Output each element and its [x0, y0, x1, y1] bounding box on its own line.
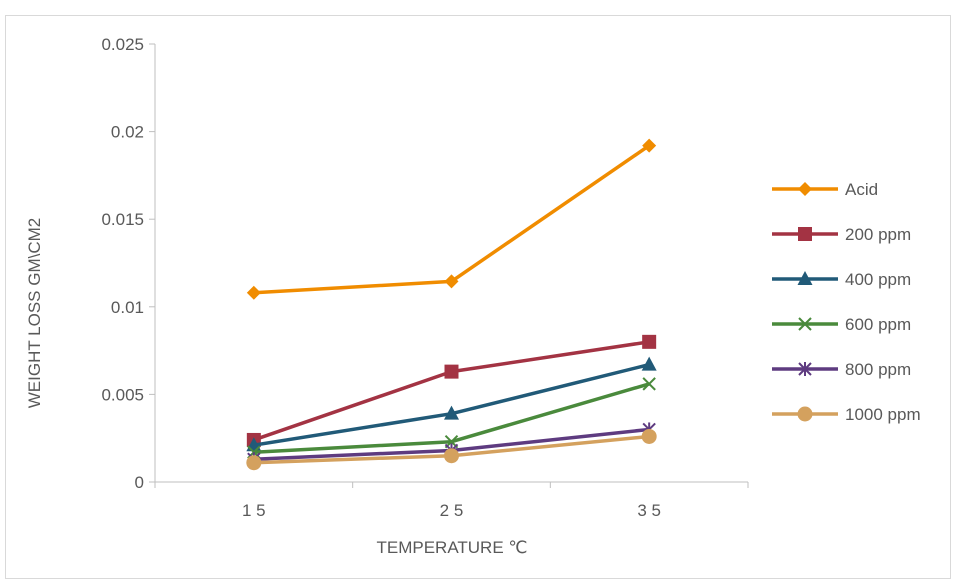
y-tick-label: 0.015 — [101, 210, 144, 229]
legend-label: Acid — [845, 180, 878, 199]
y-axis-title: WEIGHT LOSS GM\CM2 — [25, 218, 44, 409]
legend-marker — [798, 362, 812, 376]
legend-label: 600 ppm — [845, 315, 911, 334]
data-point — [246, 455, 262, 471]
legend-label: 800 ppm — [845, 360, 911, 379]
series-200-ppm — [246, 334, 657, 447]
legend-marker — [798, 227, 812, 241]
legend-item: 600 ppm — [772, 315, 911, 334]
data-point — [444, 448, 459, 464]
x-axis: 1 5 2 5 3 5 — [154, 481, 749, 520]
y-tick-label: 0.025 — [101, 35, 144, 54]
series-line — [253, 144, 651, 295]
data-point — [642, 377, 656, 391]
legend-label: 1000 ppm — [845, 405, 921, 424]
legend-item: 800 ppm — [772, 360, 911, 379]
data-point — [444, 274, 459, 289]
series-line — [253, 340, 650, 442]
data-point — [246, 285, 261, 300]
series-acid — [246, 138, 657, 300]
legend-marker — [797, 271, 813, 285]
series-1000-ppm — [246, 428, 657, 471]
legend-label: 400 ppm — [845, 270, 911, 289]
y-tick-label: 0.005 — [101, 385, 144, 404]
legend-item: Acid — [772, 180, 878, 199]
legend-item: 400 ppm — [772, 270, 911, 289]
legend-item: 200 ppm — [772, 225, 911, 244]
legend-label: 200 ppm — [845, 225, 911, 244]
data-point — [444, 364, 459, 379]
legend-marker — [798, 182, 812, 196]
x-tick-label: 3 5 — [637, 501, 661, 520]
x-axis-title: TEMPERATURE ℃ — [376, 538, 527, 557]
data-point — [642, 138, 657, 153]
legend-item: 1000 ppm — [772, 405, 921, 424]
data-point — [641, 356, 657, 371]
x-tick-label: 1 5 — [242, 501, 266, 520]
legend-marker — [798, 317, 812, 331]
y-axis: 0 0.005 0.01 0.015 0.02 0.025 — [101, 35, 156, 492]
y-tick-label: 0 — [135, 473, 144, 492]
x-tick-label: 2 5 — [440, 501, 464, 520]
y-tick-label: 0.01 — [111, 298, 144, 317]
data-point — [444, 405, 459, 420]
legend: Acid 200 ppm 400 ppm 600 ppm 800 ppm 1000 ppm — [772, 180, 921, 424]
y-tick-label: 0.02 — [111, 123, 144, 142]
chart-frame — [5, 15, 951, 579]
data-point — [641, 428, 657, 444]
data-point — [642, 334, 657, 349]
legend-marker — [797, 406, 813, 422]
series-layer — [246, 138, 657, 471]
